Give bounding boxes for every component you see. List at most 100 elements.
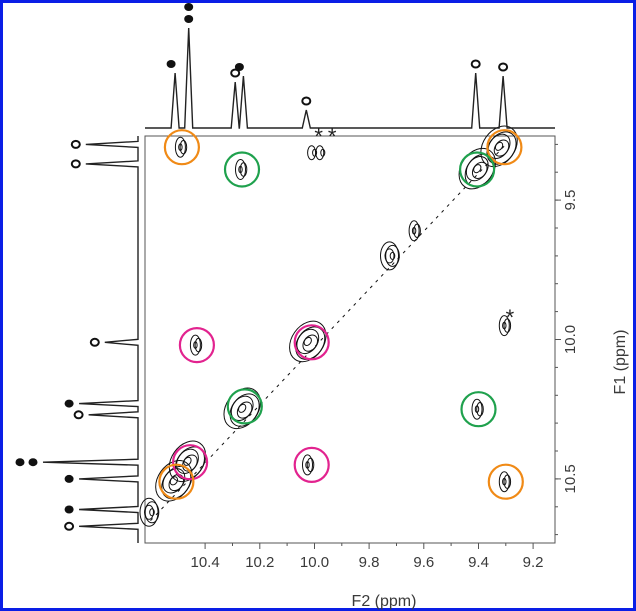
contour-line [302, 454, 313, 476]
orange-circle [487, 463, 524, 500]
open-marker [301, 96, 312, 106]
contour-line [502, 477, 507, 486]
contour-peak [235, 159, 248, 180]
contour-line [238, 403, 247, 413]
contour-line [494, 141, 504, 151]
x-tick-label: 10.0 [300, 554, 329, 571]
open-marker [64, 521, 75, 531]
contour-line [174, 136, 186, 158]
contour-line [411, 227, 417, 235]
open-marker [70, 139, 81, 149]
plot-area [144, 135, 556, 544]
contour-line [168, 440, 207, 483]
filled-marker [184, 15, 194, 23]
x-tick-label: 10.4 [190, 554, 219, 571]
open-marker [230, 68, 241, 78]
x-tick-label: 9.2 [523, 554, 544, 571]
green-circle [460, 391, 497, 428]
orange-circle [158, 463, 195, 500]
y-tick-label: 10.0 [562, 325, 579, 354]
contour-peak [315, 145, 326, 161]
annotation-star: * [328, 124, 337, 149]
annotation-star: * [506, 305, 515, 330]
green-circle [223, 151, 261, 188]
contour-line [183, 456, 192, 466]
contour-line [193, 341, 198, 349]
magenta-circle [178, 327, 215, 364]
contour-line [473, 164, 482, 174]
y-tick-label: 10.5 [562, 464, 579, 493]
filled-marker [64, 505, 74, 514]
open-marker [89, 337, 100, 347]
contour-peak [498, 315, 512, 337]
contour-line [315, 145, 325, 161]
orange-circle [486, 129, 523, 166]
y-tick-label: 9.5 [562, 190, 579, 211]
open-marker [70, 159, 81, 169]
filled-marker [64, 399, 74, 408]
contour-line [144, 504, 154, 520]
magenta-circle [293, 446, 330, 483]
contour-line [471, 398, 483, 420]
contour-layer [139, 125, 518, 527]
contour-peak [408, 220, 421, 242]
filled-marker [234, 63, 244, 71]
contour-line [194, 337, 203, 353]
y-axis: 9.5 10.0 10.5 [555, 143, 579, 536]
contour-line [306, 457, 315, 473]
open-marker [470, 59, 481, 69]
x-tick-label: 10.2 [245, 554, 274, 571]
contour-line [320, 148, 326, 157]
contour-line [385, 244, 400, 267]
contour-line [413, 223, 421, 239]
annotation-stars: * ** [314, 124, 514, 330]
contour-line [179, 140, 188, 155]
contour-line [189, 334, 201, 356]
contour-line [502, 321, 507, 330]
green-circle [459, 151, 496, 188]
contour-line [169, 476, 179, 486]
contour-peak [471, 398, 484, 420]
contour-line [289, 320, 327, 363]
contour-line [238, 165, 243, 174]
contour-peak [289, 320, 327, 363]
contour-line [305, 461, 310, 469]
contour-line [239, 162, 248, 177]
filled-marker [28, 458, 38, 467]
contour-line [503, 318, 512, 333]
x-tick-label: 9.4 [468, 554, 489, 571]
contour-line [503, 474, 512, 489]
diagonal-contour-trace [150, 144, 507, 522]
orange-circle [163, 129, 200, 166]
filled-marker [15, 458, 25, 467]
side-spectrum-trace [42, 136, 139, 543]
side-1d-spectrum [15, 136, 139, 543]
contour-peak [174, 136, 188, 158]
contour-line [303, 336, 312, 346]
contour-line [384, 248, 395, 264]
contour-line [380, 241, 399, 271]
contour-line [144, 501, 160, 524]
contour-line [149, 508, 155, 517]
contour-peak [168, 440, 207, 483]
annotation-star: * [314, 124, 323, 149]
contour-line [498, 315, 510, 337]
y-axis-title: F1 (ppm) [612, 330, 629, 395]
contour-peak [139, 497, 160, 527]
filled-marker [166, 60, 176, 68]
contour-line [474, 405, 480, 414]
x-axis: 10.4 10.2 10.0 9.8 9.6 9.4 9.2 [190, 543, 544, 571]
x-tick-label: 9.8 [359, 554, 380, 571]
contour-peak [498, 471, 512, 493]
contour-peak [189, 334, 203, 356]
filled-marker [184, 3, 194, 11]
contour-peak [380, 241, 400, 271]
contour-peak [302, 454, 315, 476]
open-marker [498, 62, 509, 72]
green-circle [226, 388, 263, 425]
contour-line [139, 497, 159, 527]
contour-peak [155, 460, 193, 502]
filled-marker [64, 474, 74, 483]
